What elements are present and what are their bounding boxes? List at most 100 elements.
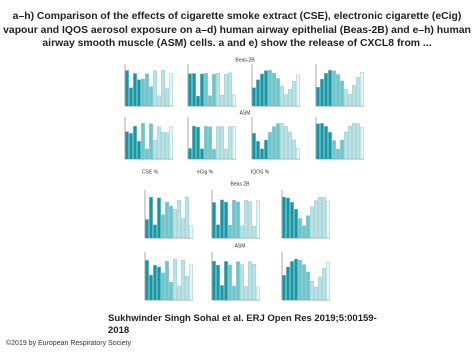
panel-bar <box>322 197 326 239</box>
panel-bar <box>332 70 336 107</box>
panel-bar <box>216 72 220 107</box>
panel-bar <box>189 225 193 239</box>
panel-bar <box>232 94 236 107</box>
panel-bar <box>224 149 228 160</box>
panel-bar <box>290 261 294 301</box>
panel-bar <box>153 70 157 107</box>
panel-bar <box>314 200 318 239</box>
section-label: ASM <box>240 110 251 116</box>
panel-bar <box>232 199 236 239</box>
panel-bar <box>284 94 288 107</box>
panel-bar <box>228 126 232 160</box>
panel-bar <box>153 265 157 301</box>
panel-bar <box>288 131 292 160</box>
panel-bar <box>284 126 288 160</box>
title-line: a–h) Comparison of the effects of cigare… <box>12 11 462 22</box>
panel-bar <box>296 74 300 107</box>
panel-bar <box>181 259 185 301</box>
panel-bar <box>348 94 352 107</box>
panel-bar <box>318 197 322 239</box>
panel-bar <box>298 259 302 301</box>
panel-bar <box>326 200 330 239</box>
panel-bar <box>196 95 200 107</box>
panel-bar <box>228 72 232 107</box>
panel-bar <box>161 214 165 239</box>
panel-bar <box>286 266 290 301</box>
panel-bar <box>306 271 310 301</box>
panel-bar <box>264 70 268 107</box>
panel-bar <box>141 79 145 107</box>
panel-bar <box>248 261 252 301</box>
panel-bar <box>324 73 328 107</box>
panel-bar <box>137 79 141 107</box>
panel-bar <box>169 126 173 160</box>
panel-bar <box>228 225 232 239</box>
panel-bar <box>177 199 181 239</box>
panel-bar <box>256 79 260 107</box>
panel-bar <box>336 149 340 160</box>
panel-bar <box>356 123 360 160</box>
panel-bar <box>145 219 149 239</box>
panel-bar <box>260 148 264 160</box>
panel-bar <box>189 264 193 301</box>
panel-bar <box>129 133 133 160</box>
panel-bar <box>220 95 224 107</box>
panel-bar <box>280 85 284 107</box>
panel-bar <box>125 70 129 107</box>
panel-bar <box>200 73 204 107</box>
panel-bar <box>157 266 161 301</box>
panel-bar <box>272 126 276 160</box>
panel-bar <box>173 209 177 239</box>
panel-bar <box>141 123 145 160</box>
exposure-label: IQOS % <box>251 169 270 175</box>
panel-bar <box>268 132 272 160</box>
panel-bar <box>208 95 212 107</box>
panel-bar <box>282 275 286 301</box>
panel-bar <box>157 126 161 160</box>
panel-bar <box>340 80 344 107</box>
panel-bar <box>356 77 360 107</box>
panel-bar <box>169 206 173 239</box>
panel-bar <box>236 261 240 301</box>
panel-bar <box>310 206 314 239</box>
citation-line: 2018 <box>108 324 130 336</box>
panel-bar <box>188 73 192 107</box>
panel-bar <box>294 258 298 301</box>
panel-bar <box>344 131 348 160</box>
panel-bar <box>216 224 220 239</box>
panel-bar <box>290 202 294 239</box>
panel-bar <box>286 197 290 239</box>
panel-bar <box>224 74 228 107</box>
panel-bar <box>161 70 165 107</box>
panel-bar <box>185 197 189 239</box>
panel-bar <box>316 123 320 160</box>
panel-bar <box>352 85 356 107</box>
panel-bar <box>200 148 204 160</box>
panel-bar <box>256 286 260 301</box>
panel-bar <box>145 260 149 301</box>
panel-bar <box>360 72 364 107</box>
panel-bar <box>248 201 252 239</box>
panel-bar <box>204 126 208 160</box>
panel-bar <box>220 285 224 301</box>
panel-bar <box>328 132 332 160</box>
panel-bar <box>133 126 137 160</box>
panel-bar <box>322 268 326 301</box>
panel-bar <box>216 126 220 160</box>
panel-bar <box>332 140 336 160</box>
citation-line: Sukhwinder Singh Sohal et al. ERJ Open R… <box>108 313 377 324</box>
panel-bar <box>232 285 236 301</box>
panel-bar <box>244 200 248 239</box>
panel-bar <box>302 225 306 239</box>
panel-bar <box>212 261 216 301</box>
panel-bar <box>157 95 161 107</box>
panel-bar <box>192 73 196 107</box>
panel-bar <box>288 89 292 107</box>
panel-bar <box>153 224 157 239</box>
panel-bar <box>276 123 280 160</box>
exposure-label: eCig % <box>197 169 214 175</box>
panel-bar <box>125 131 129 160</box>
panel-bar <box>212 202 216 239</box>
